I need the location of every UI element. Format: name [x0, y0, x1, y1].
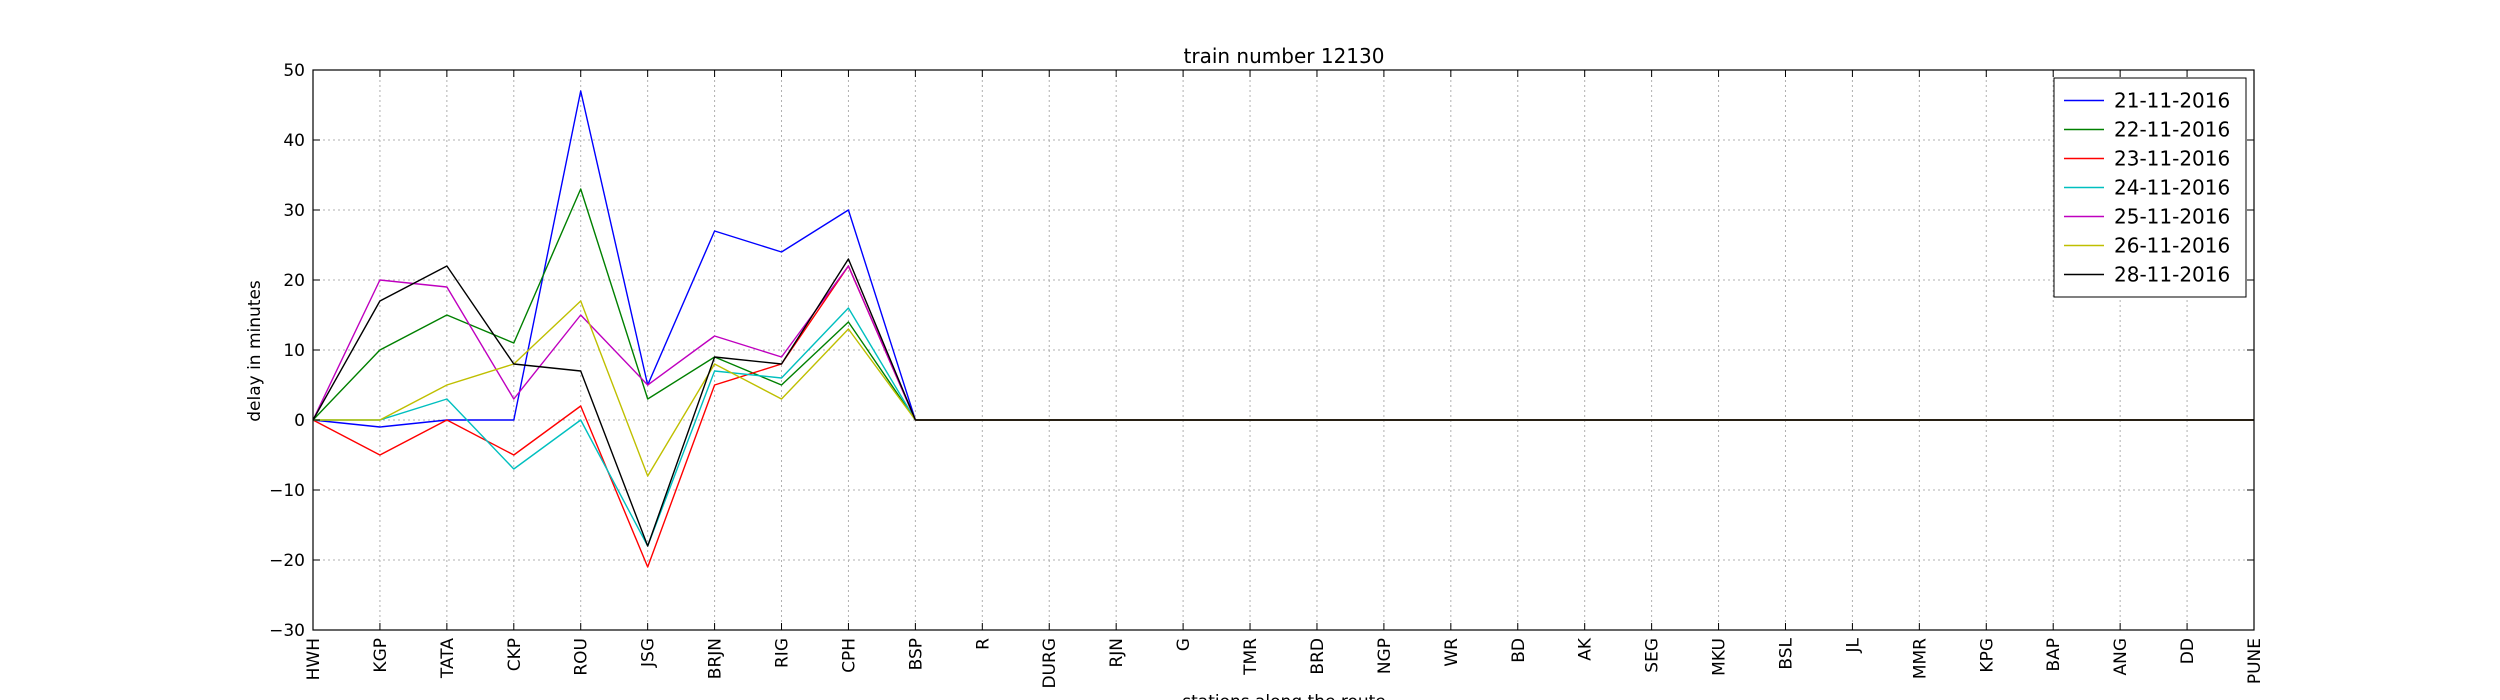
y-axis-label: delay in minutes	[245, 280, 265, 422]
x-tick-label: KGP	[371, 638, 391, 673]
legend-label: 22-11-2016	[2114, 118, 2230, 142]
series-line-23-11-2016	[312, 265, 2254, 568]
x-tick-label: TATA	[438, 638, 458, 679]
x-tick-label: BSP	[906, 638, 926, 670]
x-tick-label: CPH	[839, 638, 859, 673]
y-tick-label: 0	[294, 411, 305, 431]
x-tick-label: NGP	[1375, 638, 1395, 674]
legend-item: 22-11-2016	[2064, 118, 2230, 142]
x-tick-label: DD	[2178, 638, 2198, 664]
x-tick-label: SEG	[1643, 638, 1663, 673]
x-tick-label: PUNE	[2245, 638, 2265, 684]
legend-label: 28-11-2016	[2114, 263, 2230, 287]
legend-item: 25-11-2016	[2064, 205, 2230, 229]
x-tick-label: KPG	[1977, 638, 1997, 673]
y-tick-label: −30	[269, 621, 305, 641]
x-axis-label: stations along the route	[1182, 692, 1386, 700]
x-tick-label: ROU	[572, 638, 592, 676]
x-tick-label: CKP	[505, 638, 525, 671]
x-tick-label: RIG	[773, 638, 793, 668]
legend: 21-11-2016 22-11-2016 23-11-2016 24-11-2016…	[2053, 77, 2247, 298]
legend-item: 21-11-2016	[2064, 89, 2230, 113]
series-line-24-11-2016	[313, 307, 2254, 547]
x-tick-label: BRD	[1308, 638, 1328, 675]
x-tick-label: DURG	[1040, 638, 1060, 689]
x-tick-label: MMR	[1910, 638, 1930, 679]
legend-label: 24-11-2016	[2114, 176, 2230, 200]
x-tick-label: MKU	[1710, 638, 1730, 676]
x-tick-label: G	[1174, 638, 1194, 651]
y-tick-label: −10	[269, 481, 305, 501]
x-tick-label: WR	[1442, 638, 1462, 667]
legend-item: 23-11-2016	[2064, 147, 2230, 171]
y-axis: −30 −20 −10 0 10 20 30 40 50	[269, 61, 2254, 641]
series-line-21-11-2016	[312, 90, 2254, 428]
x-tick-label: BD	[1509, 638, 1529, 663]
legend-label: 26-11-2016	[2114, 234, 2230, 258]
y-tick-label: 40	[283, 131, 305, 151]
y-tick-label: 50	[283, 61, 305, 81]
x-tick-label: BSL	[1776, 637, 1796, 669]
series-line-22-11-2016	[312, 188, 2254, 421]
y-tick-label: 10	[283, 341, 305, 361]
legend-item: 26-11-2016	[2064, 234, 2230, 258]
series-layer	[312, 90, 2254, 568]
legend-label: 21-11-2016	[2114, 89, 2230, 113]
x-tick-label: HWH	[304, 638, 324, 680]
y-tick-label: 20	[283, 271, 305, 291]
x-tick-label: ANG	[2111, 638, 2131, 676]
x-tick-label: BAP	[2044, 638, 2064, 672]
x-tick-label: TMR	[1241, 638, 1261, 676]
x-tick-label: AK	[1576, 637, 1596, 661]
series-line-26-11-2016	[313, 300, 2254, 477]
grid-layer	[312, 69, 2255, 631]
x-axis: HWH KGP TATA CKP ROU JSG BRJN RIG CPH BSP R DURG RJN…	[304, 70, 2265, 689]
y-tick-label: 30	[283, 201, 305, 221]
series-line-25-11-2016	[312, 265, 2254, 421]
x-tick-label: BRJN	[706, 638, 726, 679]
legend-item: 24-11-2016	[2064, 176, 2230, 200]
y-tick-label: −20	[269, 551, 305, 571]
x-tick-label: RJN	[1107, 638, 1127, 668]
x-tick-label: JL	[1843, 637, 1863, 653]
legend-item: 28-11-2016	[2064, 263, 2230, 287]
legend-label: 25-11-2016	[2114, 205, 2230, 229]
chart-title: train number 12130	[1184, 44, 1385, 68]
legend-label: 23-11-2016	[2114, 147, 2230, 171]
x-tick-label: JSG	[639, 638, 659, 668]
x-tick-label: R	[973, 638, 993, 650]
series-line-28-11-2016	[312, 258, 2254, 547]
